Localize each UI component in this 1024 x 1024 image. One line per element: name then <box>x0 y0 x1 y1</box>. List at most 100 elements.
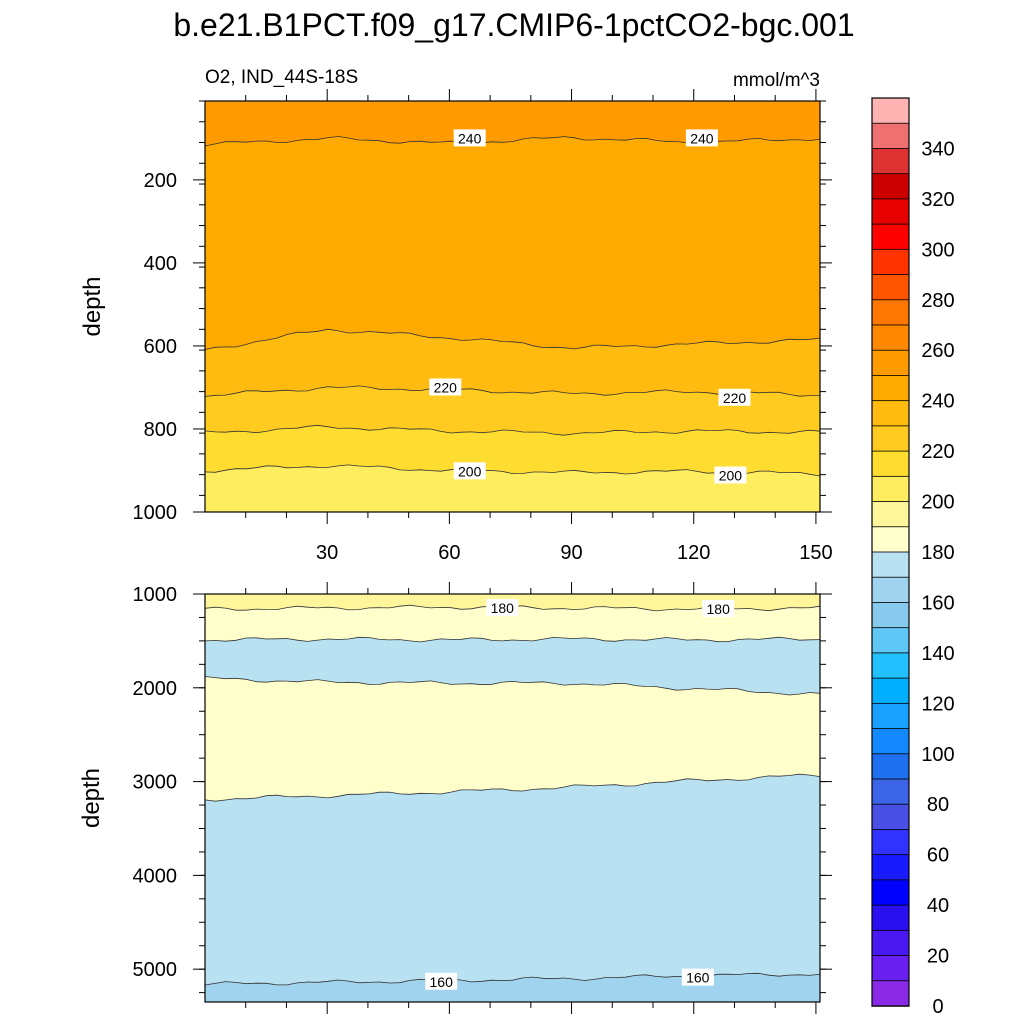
colorbar-swatch <box>871 677 910 705</box>
colorbar-label: 180 <box>921 542 954 564</box>
x-tick-label: 90 <box>560 542 582 564</box>
colorbar-swatch <box>871 274 910 301</box>
contour-label: 180 <box>486 599 519 617</box>
svg-text:240: 240 <box>458 130 482 146</box>
y-tick-label: 600 <box>144 336 177 358</box>
contour-line <box>204 972 821 986</box>
svg-text:240: 240 <box>690 130 714 146</box>
x-tick-label: 120 <box>677 542 710 564</box>
colorbar-label: 340 <box>921 138 954 160</box>
colorbar-swatch <box>871 904 910 932</box>
colorbar-swatch <box>871 475 910 503</box>
colorbar-label: 0 <box>932 996 943 1018</box>
contour-line <box>204 424 821 436</box>
colorbar-label: 20 <box>927 946 949 968</box>
upper-contour-labels: 240 240 220 220 200 200 <box>429 129 751 484</box>
y-tick-label: 5000 <box>133 959 178 981</box>
contour-label: 240 <box>685 129 718 147</box>
colorbar-swatch <box>871 627 910 654</box>
colorbar-swatch <box>871 980 910 1007</box>
y-tick-label: 4000 <box>133 865 178 887</box>
colorbar-swatch <box>871 501 910 528</box>
colorbar-label: 40 <box>927 895 949 917</box>
colorbar-label: 220 <box>921 441 954 463</box>
colorbar-swatch <box>871 702 910 730</box>
colorbar-label: 100 <box>921 744 954 766</box>
colorbar-swatch <box>871 602 910 629</box>
figure-title: b.e21.B1PCT.f09_g17.CMIP6-1pctCO2-bgc.00… <box>173 7 854 43</box>
contour-label: 220 <box>718 388 751 406</box>
colorbar-swatch <box>871 576 910 604</box>
svg-text:200: 200 <box>719 468 743 484</box>
contour-line <box>204 676 821 696</box>
colorbar-label: 240 <box>921 391 954 413</box>
svg-text:220: 220 <box>434 380 458 396</box>
colorbar-swatch <box>871 425 910 452</box>
colorbar-swatch <box>871 778 910 805</box>
contour-label: 200 <box>453 462 486 480</box>
y-tick-label: 200 <box>144 170 177 192</box>
colorbar-label: 300 <box>921 239 954 261</box>
contour-label: 220 <box>429 378 462 396</box>
contour-label: 160 <box>681 968 714 986</box>
colorbar-swatch <box>871 173 910 200</box>
colorbar-swatch <box>871 526 910 553</box>
contour-label: 160 <box>425 972 458 990</box>
upper-plot-frame <box>204 100 821 513</box>
colorbar-swatch <box>871 248 910 276</box>
svg-text:160: 160 <box>686 970 710 986</box>
colorbar-swatch <box>871 198 910 225</box>
contour-line <box>204 773 821 802</box>
colorbar-swatch <box>871 955 910 982</box>
colorbar-swatch <box>871 753 910 780</box>
colorbar-swatch <box>871 223 910 251</box>
contour-band-240 <box>204 136 821 350</box>
upper-y-axis-label: depth <box>79 276 106 336</box>
colorbar-swatch <box>871 652 910 679</box>
contour-line <box>204 385 821 397</box>
lower-contour-fills <box>204 593 821 1003</box>
colorbar-label: 280 <box>921 290 954 312</box>
contour-band-250 <box>204 100 821 147</box>
colorbar-swatch <box>871 854 910 881</box>
x-tick-label: 150 <box>799 542 832 564</box>
colorbar-swatch <box>871 148 910 175</box>
colorbar-swatch <box>871 349 910 377</box>
contour-line <box>204 636 821 643</box>
colorbar-swatch <box>871 122 910 150</box>
svg-text:180: 180 <box>707 601 731 617</box>
upper-contour-fills <box>204 100 821 513</box>
y-tick-label: 400 <box>144 253 177 275</box>
colorbar-label: 120 <box>921 693 954 715</box>
colorbar-swatch <box>871 97 910 124</box>
lower-panel: 180 180 160 160 1000 2000 3000 4000 5000 depth <box>78 582 832 1014</box>
upper-subtitle-left: O2, IND_44S-18S <box>205 67 358 88</box>
colorbar-label: 260 <box>921 340 954 362</box>
svg-text:180: 180 <box>491 600 515 616</box>
x-tick-label: 30 <box>316 542 338 564</box>
y-tick-label: 1000 <box>133 584 178 606</box>
y-tick-label: 800 <box>144 419 177 441</box>
colorbar: 3403203002802602402202001801601401201008… <box>871 97 955 1018</box>
contour-band-170 <box>204 773 821 986</box>
colorbar-swatch <box>871 400 910 427</box>
svg-text:160: 160 <box>430 974 454 990</box>
y-tick-label: 3000 <box>133 772 178 794</box>
colorbar-swatch <box>871 551 910 578</box>
svg-text:200: 200 <box>458 463 482 479</box>
upper-subtitle-right: mmol/m^3 <box>733 70 820 91</box>
contour-label: 240 <box>453 129 486 147</box>
colorbar-swatch <box>871 803 910 831</box>
colorbar-label: 140 <box>921 643 954 665</box>
lower-y-axis-label: depth <box>78 768 105 828</box>
svg-text:220: 220 <box>723 390 747 406</box>
contour-label: 180 <box>702 600 735 617</box>
lower-axis-ticks: 1000 2000 3000 4000 5000 <box>133 582 832 1014</box>
x-tick-label: 60 <box>438 542 460 564</box>
colorbar-swatch <box>871 375 910 402</box>
colorbar-swatch <box>871 299 910 326</box>
colorbar-label: 80 <box>927 794 949 816</box>
lower-plot-frame <box>204 593 821 1003</box>
colorbar-swatch <box>871 929 910 957</box>
